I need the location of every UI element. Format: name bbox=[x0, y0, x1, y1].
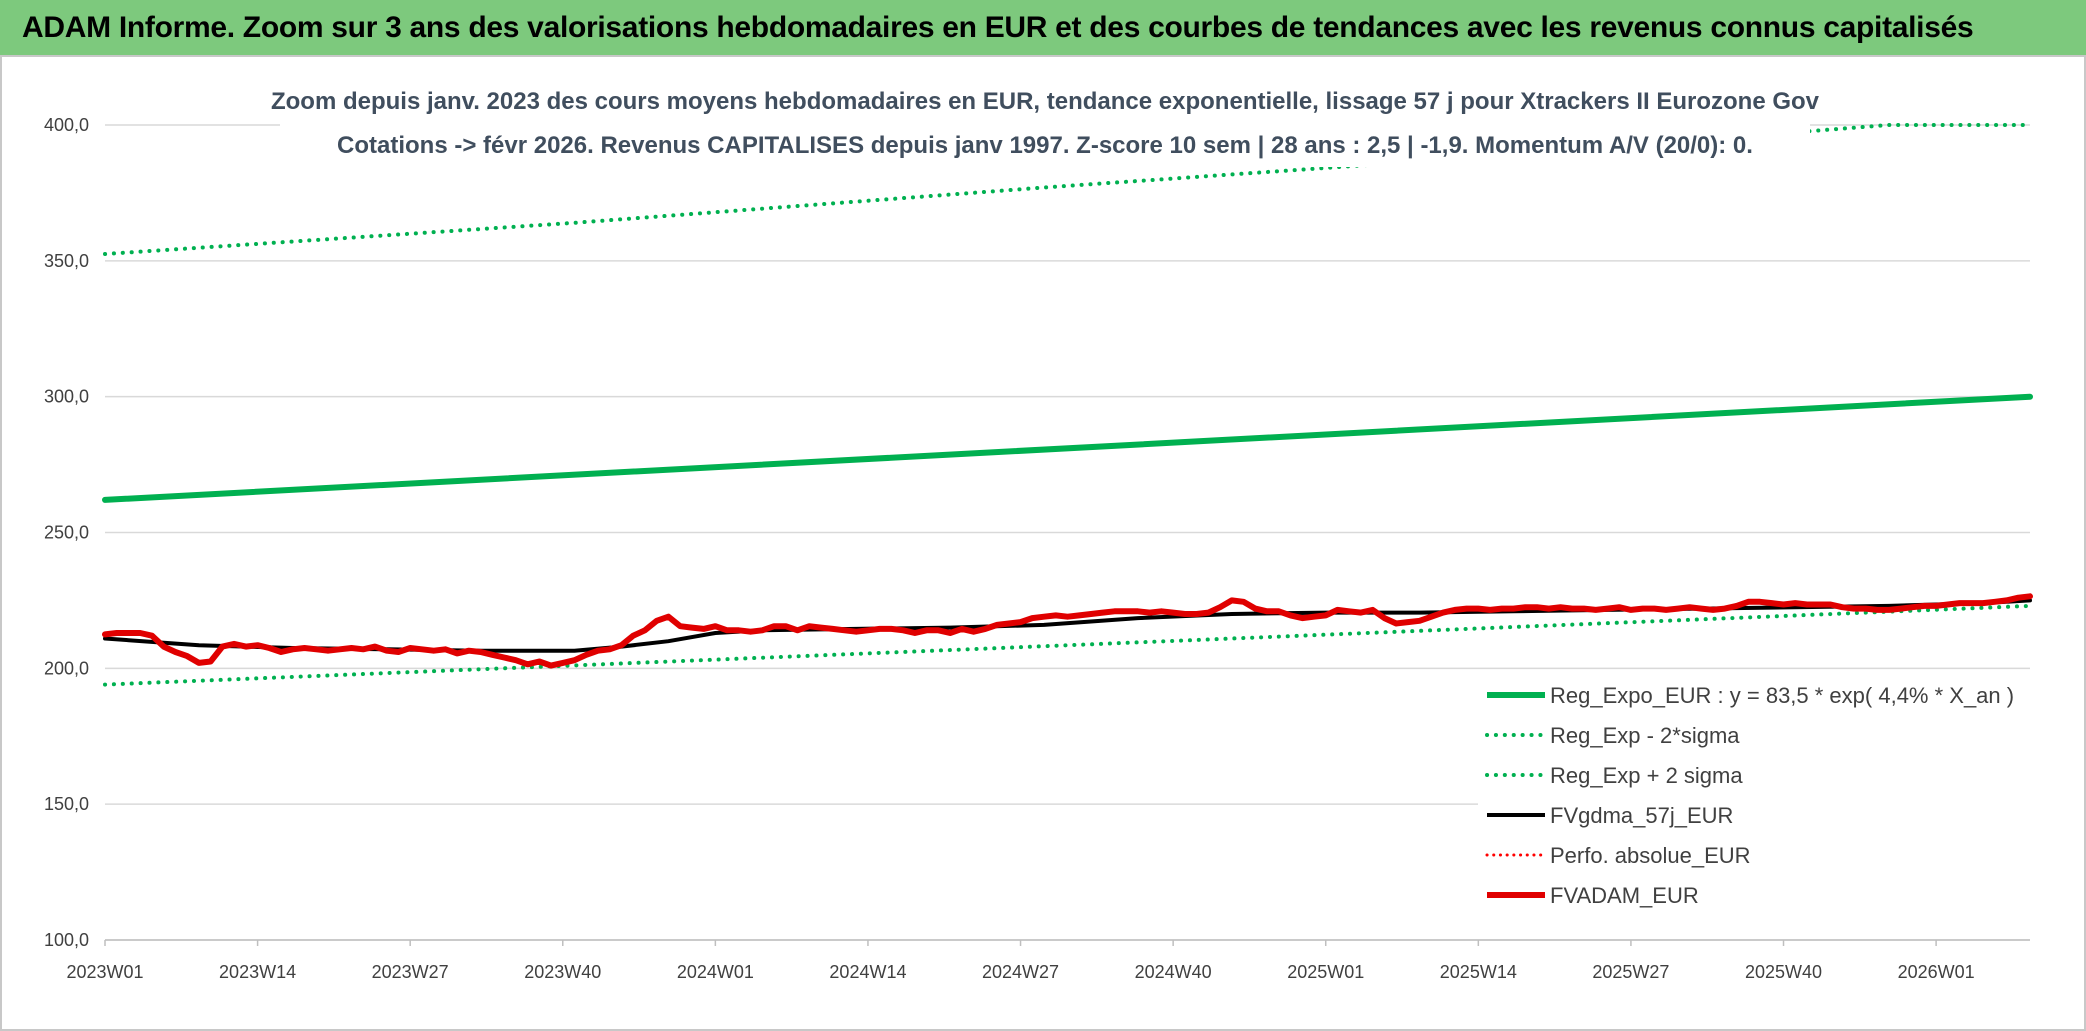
x-tick-label: 2026W01 bbox=[1898, 962, 1975, 982]
series-line bbox=[103, 598, 2032, 653]
series-line bbox=[103, 603, 2032, 687]
legend-label: Reg_Expo_EUR : y = 83,5 * exp( 4,4% * X_… bbox=[1550, 683, 2014, 708]
x-tick-label: 2023W40 bbox=[524, 962, 601, 982]
x-tick-label: 2024W40 bbox=[1135, 962, 1212, 982]
x-tick-label: 2023W14 bbox=[219, 962, 296, 982]
legend-label: Reg_Exp + 2 sigma bbox=[1550, 763, 1743, 788]
x-tick-label: 2025W40 bbox=[1745, 962, 1822, 982]
y-axis-ticks: 100,0 150,0 200,0 250,0 300,0 350,0 400,0 bbox=[44, 115, 89, 950]
x-tick-label: 2023W27 bbox=[372, 962, 449, 982]
y-tick-label: 350,0 bbox=[44, 251, 89, 271]
x-tick-label: 2024W27 bbox=[982, 962, 1059, 982]
x-tick-label: 2023W01 bbox=[66, 962, 143, 982]
series-line bbox=[103, 123, 2032, 256]
report-title: ADAM Informe. Zoom sur 3 ans des valoris… bbox=[22, 10, 1974, 44]
series-lines bbox=[102, 123, 2033, 687]
series-line bbox=[102, 593, 2033, 669]
legend-label: Perfo. absolue_EUR bbox=[1550, 843, 1751, 868]
x-tick-label: 2024W14 bbox=[829, 962, 906, 982]
y-tick-label: 150,0 bbox=[44, 794, 89, 814]
y-tick-label: 250,0 bbox=[44, 523, 89, 543]
x-axis-ticks: 2023W01 2023W14 2023W27 2023W40 2024W01 2024W… bbox=[66, 940, 1975, 982]
y-tick-label: 100,0 bbox=[44, 930, 89, 950]
chart-title-background bbox=[280, 75, 1810, 167]
report-header: ADAM Informe. Zoom sur 3 ans des valoris… bbox=[0, 0, 2086, 55]
legend-background bbox=[1478, 670, 2030, 920]
legend-label: FVgdma_57j_EUR bbox=[1550, 803, 1733, 828]
y-tick-label: 400,0 bbox=[44, 115, 89, 135]
y-tick-label: 300,0 bbox=[44, 387, 89, 407]
y-tick-label: 200,0 bbox=[44, 658, 89, 678]
legend-label: Reg_Exp - 2*sigma bbox=[1550, 723, 1740, 748]
chart-title-line-1: Zoom depuis janv. 2023 des cours moyens … bbox=[271, 88, 1820, 115]
legend: Reg_Expo_EUR : y = 83,5 * exp( 4,4% * X_… bbox=[1478, 670, 2030, 920]
x-tick-label: 2025W14 bbox=[1440, 962, 1517, 982]
series-line bbox=[102, 393, 2033, 503]
chart-title-line-2: Cotations -> févr 2026. Revenus CAPITALI… bbox=[337, 132, 1753, 159]
x-tick-label: 2025W27 bbox=[1592, 962, 1669, 982]
legend-label: FVADAM_EUR bbox=[1550, 883, 1699, 908]
x-tick-label: 2025W01 bbox=[1287, 962, 1364, 982]
x-tick-label: 2024W01 bbox=[677, 962, 754, 982]
